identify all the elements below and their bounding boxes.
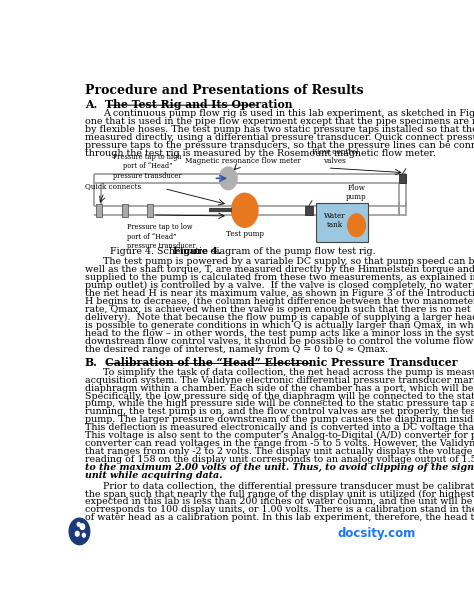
Text: rate, Qmax, is achieved when the valve is open enough such that there is no net : rate, Qmax, is achieved when the valve i… (85, 305, 474, 314)
Bar (96, 204, 102, 217)
Text: the desired range of interest, namely from Q = 0 to Q ≈ Qmax.: the desired range of interest, namely fr… (85, 345, 388, 354)
Circle shape (219, 167, 237, 189)
Text: pressure taps to the pressure transducers, so that the pressure lines can be con: pressure taps to the pressure transducer… (85, 141, 474, 150)
Text: supplied to the pump is calculated from these two measurements, as explained in : supplied to the pump is calculated from … (85, 273, 474, 283)
Bar (316, 203, 368, 242)
Text: Magnetic resonance flow meter: Magnetic resonance flow meter (185, 157, 301, 165)
Text: This voltage is also sent to the computer’s Analog-to-Digital (A/D) converter fo: This voltage is also sent to the compute… (85, 431, 474, 440)
Text: expected in this lab is less than 200 inches of water column, and the unit will : expected in this lab is less than 200 in… (85, 497, 474, 506)
Text: Specifically, the low pressure side of the diaphragm will be connected to the st: Specifically, the low pressure side of t… (85, 392, 474, 400)
Text: pump. The larger pressure downstream of the pump causes the diaphragm inside the: pump. The larger pressure downstream of … (85, 415, 474, 424)
Text: through the test rig is measured by the Rosemount magnetic flow meter.: through the test rig is measured by the … (85, 149, 436, 158)
Text: well as the shaft torque, T, are measured directly by the Himmelstein torque and: well as the shaft torque, T, are measure… (85, 265, 474, 275)
Circle shape (69, 518, 90, 544)
Text: Calibration of the “Head” Electronic Pressure Transducer: Calibration of the “Head” Electronic Pre… (105, 357, 458, 368)
Text: to the maximum 2.00 volts of the unit. Thus, to avoid clipping of the signal, ne: to the maximum 2.00 volts of the unit. T… (85, 463, 474, 472)
Text: H begins to decrease, (the column height difference between the two manometer tu: H begins to decrease, (the column height… (85, 297, 474, 306)
Circle shape (75, 531, 79, 536)
Text: that ranges from only -2 to 2 volts. The display unit actually displays the volt: that ranges from only -2 to 2 volts. The… (85, 447, 474, 456)
Circle shape (348, 214, 365, 237)
Bar (122, 204, 128, 217)
Text: Quick connects: Quick connects (85, 183, 141, 191)
Text: To simplify the task of data collection, the net head across the pump is measure: To simplify the task of data collection,… (103, 368, 474, 377)
Text: B.: B. (85, 357, 98, 368)
Text: downstream flow control valves, it should be possible to control the volume flow: downstream flow control valves, it shoul… (85, 337, 474, 346)
Text: The test pump is powered by a variable DC supply, so that pump speed can be vari: The test pump is powered by a variable D… (103, 257, 474, 267)
Text: the net head H is near its maximum value, as shown in Figure 3 of the Introducti: the net head H is near its maximum value… (85, 289, 474, 298)
Text: corresponds to 100 display units, or 1.00 volts. There is a calibration stand in: corresponds to 100 display units, or 1.0… (85, 505, 474, 514)
Text: running, the test pump is on, and the flow control valves are set properly, the : running, the test pump is on, and the fl… (85, 408, 474, 416)
Text: pump, while the high pressure side will be connected to the static pressure tap : pump, while the high pressure side will … (85, 400, 474, 408)
Text: Flow control
valves: Flow control valves (311, 148, 358, 165)
Text: head to the flow – in other words, the test pump acts like a minor loss in the s: head to the flow – in other words, the t… (85, 329, 474, 338)
Circle shape (231, 193, 258, 227)
Text: the span such that nearly the full range of the display unit is utilized (for hi: the span such that nearly the full range… (85, 490, 474, 498)
Bar (399, 173, 406, 183)
Text: Procedure and Presentations of Results: Procedure and Presentations of Results (85, 84, 364, 97)
Text: Figure 4. Schematic diagram of the pump flow test rig.: Figure 4. Schematic diagram of the pump … (110, 246, 376, 256)
Text: Figure 4.: Figure 4. (173, 246, 221, 256)
Bar (147, 204, 153, 217)
Circle shape (80, 524, 84, 530)
Text: one that is used in the pipe flow experiment except that the pipe specimens are : one that is used in the pipe flow experi… (85, 117, 474, 126)
Bar (305, 205, 313, 215)
Text: of water head as a calibration point. In this lab experiment, therefore, the hea: of water head as a calibration point. In… (85, 513, 474, 522)
Text: converter can read voltages in the range from -5 to 5 volts. However, the Validy: converter can read voltages in the range… (85, 439, 474, 448)
Text: Flow
pump: Flow pump (346, 184, 367, 201)
Circle shape (82, 533, 85, 537)
Text: Pressure tap to high
port of “Head”
pressure transducer: Pressure tap to high port of “Head” pres… (113, 153, 182, 180)
Text: Prior to data collection, the differential pressure transducer must be calibrate: Prior to data collection, the differenti… (103, 482, 474, 490)
Text: is possible to generate conditions in which Q is actually larger than Qmax, in w: is possible to generate conditions in wh… (85, 321, 474, 330)
Text: A continuous pump flow rig is used in this lab experiment, as sketched in Figure: A continuous pump flow rig is used in th… (103, 110, 474, 118)
Text: The Test Rig and Its Operation: The Test Rig and Its Operation (105, 99, 292, 110)
Text: docsity.com: docsity.com (337, 527, 416, 540)
Text: delivery).  Note that because the flow pump is capable of supplying a larger hea: delivery). Note that because the flow pu… (85, 313, 474, 322)
Text: A.: A. (85, 99, 97, 110)
Text: reading of 158 on the display unit corresponds to an analog voltage output of 1.: reading of 158 on the display unit corre… (85, 455, 474, 464)
Text: This deflection is measured electronically and is converted into a DC voltage th: This deflection is measured electronical… (85, 423, 474, 432)
Text: diaphragm within a chamber. Each side of the chamber has a port, which will be c: diaphragm within a chamber. Each side of… (85, 384, 474, 392)
Text: by flexible hoses. The test pump has two static pressure taps installed so that : by flexible hoses. The test pump has two… (85, 125, 474, 134)
Text: Pressure tap to low
port of “Head”
pressure transducer: Pressure tap to low port of “Head” press… (127, 224, 196, 250)
Text: measured directly, using a differential pressure transducer. Quick connect press: measured directly, using a differential … (85, 133, 474, 142)
Text: Water
tank: Water tank (324, 211, 345, 229)
Circle shape (77, 522, 80, 526)
Text: unit while acquiring data.: unit while acquiring data. (85, 471, 222, 480)
Text: acquisition system. The Validyne electronic differential pressure transducer mar: acquisition system. The Validyne electro… (85, 376, 474, 385)
Text: pump outlet) is controlled by a valve.  If the valve is closed completely, no wa: pump outlet) is controlled by a valve. I… (85, 281, 474, 291)
Text: Test pump: Test pump (226, 230, 264, 238)
